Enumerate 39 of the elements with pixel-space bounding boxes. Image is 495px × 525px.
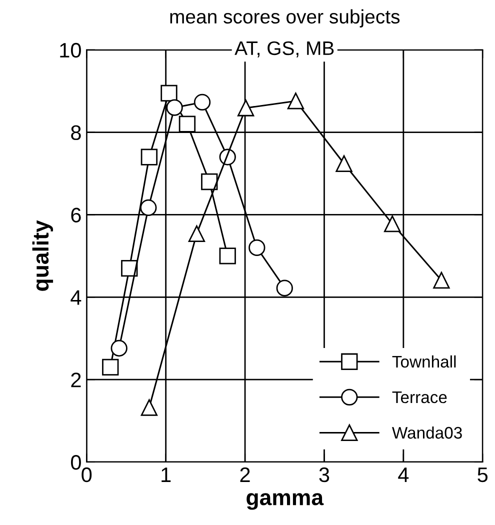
point (140, 399, 158, 416)
x-tick-label: 5 (478, 468, 488, 482)
point (201, 173, 218, 190)
y-tick-label: 0 (70, 455, 81, 470)
legend-label: Terrace (392, 392, 447, 404)
point (219, 248, 236, 264)
x-tick-label: 4 (398, 468, 409, 482)
point (140, 148, 158, 166)
point (384, 215, 401, 232)
point (237, 100, 254, 116)
point (188, 225, 206, 242)
point (102, 358, 119, 376)
point (336, 155, 352, 172)
point (110, 340, 128, 357)
x-tick-label: 0 (82, 467, 92, 482)
point (276, 280, 293, 296)
chart-subtitle: AT, GS, MB (234, 41, 334, 58)
y-axis-title: quality (32, 220, 54, 291)
point (160, 84, 178, 102)
x-tick-label: 2 (240, 467, 250, 482)
x-axis-title: gamma (246, 493, 324, 510)
y-tick-label: 8 (71, 125, 81, 140)
y-tick-label: 10 (60, 42, 81, 58)
point (140, 199, 157, 216)
x-tick-label: 1 (162, 468, 171, 482)
chart-title: mean scores over subjects (170, 9, 400, 28)
legend-label: Townhall (392, 355, 456, 368)
point (178, 116, 196, 132)
point (121, 260, 138, 277)
point (194, 94, 211, 111)
legend-label: Wanda03 (392, 426, 462, 439)
point (166, 99, 183, 116)
y-tick-label: 6 (71, 208, 81, 222)
point (433, 272, 450, 289)
point (248, 239, 266, 256)
y-tick-label: 4 (70, 290, 82, 305)
y-tick-label: 2 (71, 372, 81, 388)
point (287, 92, 304, 110)
x-tick-label: 3 (319, 467, 330, 482)
